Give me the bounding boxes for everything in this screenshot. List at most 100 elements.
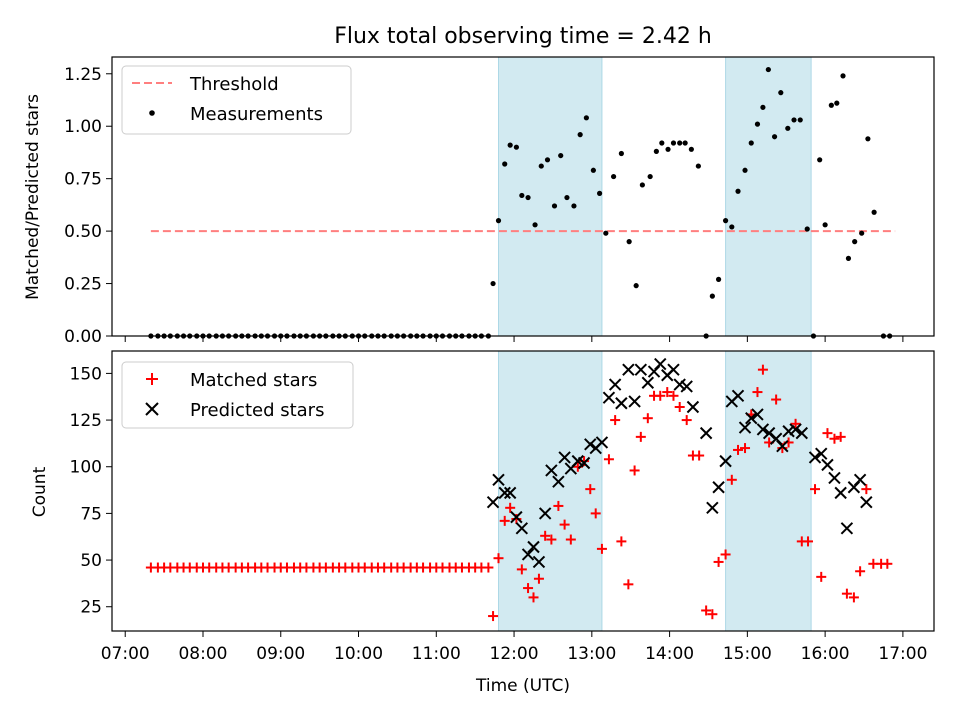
count-legend-box [121,361,354,429]
ratio-shade-band-1 [725,56,812,337]
ratio-series-0-point-74 [626,239,632,245]
count-series-1-point-16 [584,438,597,451]
ratio-series-0-point-89 [722,218,729,224]
count-series-1-point-49 [808,451,822,464]
ratio-panel-frame [111,56,935,337]
count-series-1-point-52 [828,471,841,485]
ratio-x-ticks [124,336,904,342]
count-series-0-point-58 [516,564,527,575]
count-series-0-point-71 [596,543,607,554]
count-series-0-point-86 [694,450,705,461]
count-series-1-point-11 [552,475,565,488]
ratio-series-0-point-69 [590,167,596,173]
count-panel-frame [111,350,935,632]
ratio-series-0-point-72 [610,173,617,180]
count-series-0-point-112 [861,484,872,495]
ratio-y-tick-label-3: 0.75 [64,170,102,190]
ratio-series-0-point-77 [647,173,653,180]
count-series-1-point-0 [486,495,500,509]
ratio-series-0-point-84 [688,146,694,152]
count-series-0-point-93 [740,443,751,454]
ratio-y-label: Matched/Predicted stars [23,94,43,300]
ratio-series-0-point-66 [571,203,577,209]
legend-measurements-label: Measurements [190,104,323,125]
count-series-1-point-30 [673,378,686,391]
count-series-1-point-15 [577,456,591,470]
count-series-1-point-50 [815,447,828,460]
legend-measurements-swatch [149,110,155,116]
ratio-series-0-point-65 [564,194,570,201]
ratio-series-0-point-104 [817,157,823,163]
count-series-1-point-22 [622,363,635,376]
count-series-1-point-46 [782,425,795,438]
count-series-0-point-80 [655,390,666,401]
ratio-series-0-point-99 [785,125,791,131]
count-series-0-point-88 [707,609,718,620]
count-series-1-point-31 [680,380,693,393]
x-axis-label: Time (UTC) [475,676,570,696]
ratio-legend-box [121,65,352,135]
ratio-series-0-point-88 [715,276,722,282]
ratio-y-ticks: 0.00 0.25 0.50 0.75 1.00 1.25 [64,65,112,347]
ratio-series-0-point-107 [834,100,840,106]
ratio-series-0-point-58 [519,192,525,199]
ratio-y-tick-label-4: 1.00 [64,117,102,137]
count-series-1-point-8 [532,555,546,569]
ratio-series-0-point-87 [709,293,715,299]
ratio-series-0-point-83 [682,140,688,146]
ratio-series-0-point-98 [778,90,784,96]
count-series-0-point-78 [642,413,653,424]
ratio-series-0-point-70 [597,190,603,196]
ratio-series-0-point-93 [748,140,754,146]
count-series-1-point-6 [521,548,535,561]
count-y-tick-label-3: 100 [70,458,102,478]
x-tick-label-6: 13:00 [567,644,616,664]
x-tick-label-2: 09:00 [256,644,305,664]
count-y-tick-label-5: 150 [70,364,102,384]
count-series-0-point-52 [483,562,494,573]
count-series-1-point-9 [538,507,552,520]
count-series-0-point-66 [565,534,576,545]
x-tick-label-3: 10:00 [334,644,383,664]
count-panel: 25 50 75 100 125 150 07:00 08:00 09:00 10:00 11:0… [30,350,935,696]
ratio-series-0-point-76 [639,182,645,188]
count-y-tick-label-1: 50 [80,551,102,571]
count-shade-band-1 [725,350,812,632]
count-series-1-point-39 [738,421,752,434]
legend-threshold-label: Threshold [189,74,279,95]
x-tick-label-5: 12:00 [490,644,539,664]
ratio-series-0-point-61 [538,163,544,169]
ratio-series-0-point-95 [760,104,766,110]
ratio-series-0-point-67 [577,132,583,138]
count-series-0-point-54 [493,553,504,564]
count-series-0-point-60 [528,592,539,603]
count-series-1-point-27 [654,357,667,371]
count-series-1-point-32 [686,400,700,414]
count-series-1-point-41 [751,408,764,421]
ratio-series-0-point-55 [502,161,508,167]
ratio-series-0-point-90 [729,224,735,230]
count-series-1-point-54 [840,522,854,535]
ratio-series-0-point-62 [544,157,551,163]
count-y-label: Count [30,466,50,517]
count-series-1-point-35 [712,481,725,494]
ratio-series-0-point-73 [618,150,624,157]
count-series-1-point-4 [510,510,523,524]
ratio-legend: Threshold Measurements [121,65,352,135]
count-series-1-point-29 [667,363,680,376]
count-series-0-point-59 [523,583,534,594]
count-series-1-point-7 [527,540,540,554]
count-series-1-point-3 [503,486,517,500]
count-series-1-point-5 [515,522,529,535]
count-shade-band-0 [498,350,603,632]
ratio-series-0-point-100 [791,117,797,123]
ratio-series-0-point-80 [665,146,671,152]
ratio-y-tick-label-5: 1.25 [64,65,102,85]
x-tick-label-8: 15:00 [723,644,772,664]
ratio-series-0-point-109 [845,255,852,261]
count-y-ticks: 25 50 75 100 125 150 [70,364,112,618]
x-tick-label-7: 14:00 [645,644,694,664]
ratio-series-0-point-96 [765,66,771,73]
count-y-tick-label-2: 75 [80,504,102,524]
